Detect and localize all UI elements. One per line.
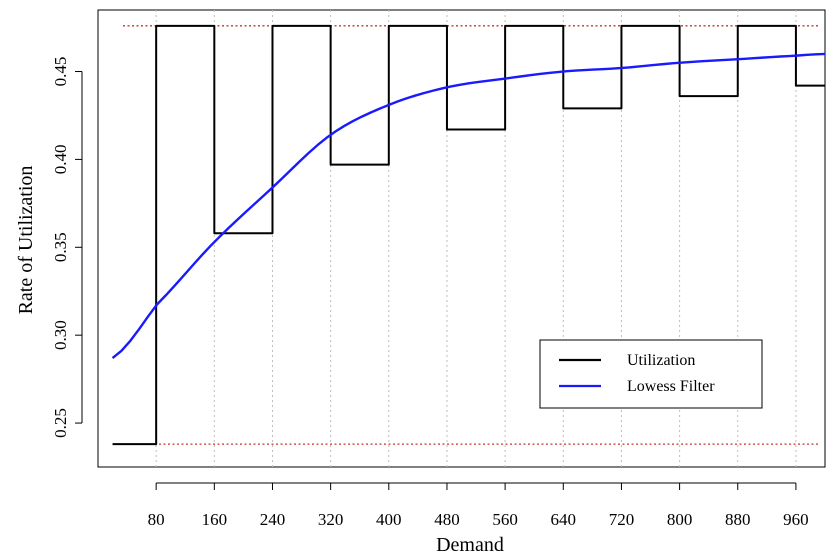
y-tick-label-2: 0.35 — [51, 232, 70, 262]
x-tick-label-8: 720 — [609, 510, 635, 529]
x-tick-label-7: 640 — [551, 510, 577, 529]
y-axis-title: Rate of Utilization — [15, 166, 37, 315]
x-tick-label-9: 800 — [667, 510, 693, 529]
y-tick-label-3: 0.40 — [51, 145, 70, 175]
reference-lines — [123, 25, 820, 445]
x-tick-label-6: 560 — [492, 510, 518, 529]
x-tick-label-0: 80 — [148, 510, 165, 529]
legend-label-utilization: Utilization — [627, 352, 695, 369]
y-tick-label-0: 0.25 — [51, 408, 70, 438]
x-tick-label-2: 240 — [260, 510, 286, 529]
x-tick-label-1: 160 — [202, 510, 228, 529]
y-axis: 0.25 0.30 0.35 0.40 0.45 — [51, 57, 83, 438]
series-group — [111, 24, 826, 446]
x-axis: 80 160 240 320 400 480 560 640 720 800 880 960 — [148, 482, 809, 529]
series-line-lowess-filter — [111, 52, 826, 359]
x-tick-label-11: 960 — [783, 510, 809, 529]
plot-frame — [97, 9, 826, 468]
x-tick-label-5: 480 — [434, 510, 460, 529]
y-tick-label-4: 0.45 — [51, 57, 70, 87]
x-tick-label-3: 320 — [318, 510, 344, 529]
legend: Utilization Lowess Filter — [539, 339, 763, 409]
legend-box — [539, 339, 763, 409]
legend-label-lowess: Lowess Filter — [627, 378, 715, 395]
y-tick-label-1: 0.30 — [51, 320, 70, 350]
x-tick-label-4: 400 — [376, 510, 402, 529]
x-tick-label-10: 880 — [725, 510, 751, 529]
x-axis-title: Demand — [436, 534, 504, 556]
